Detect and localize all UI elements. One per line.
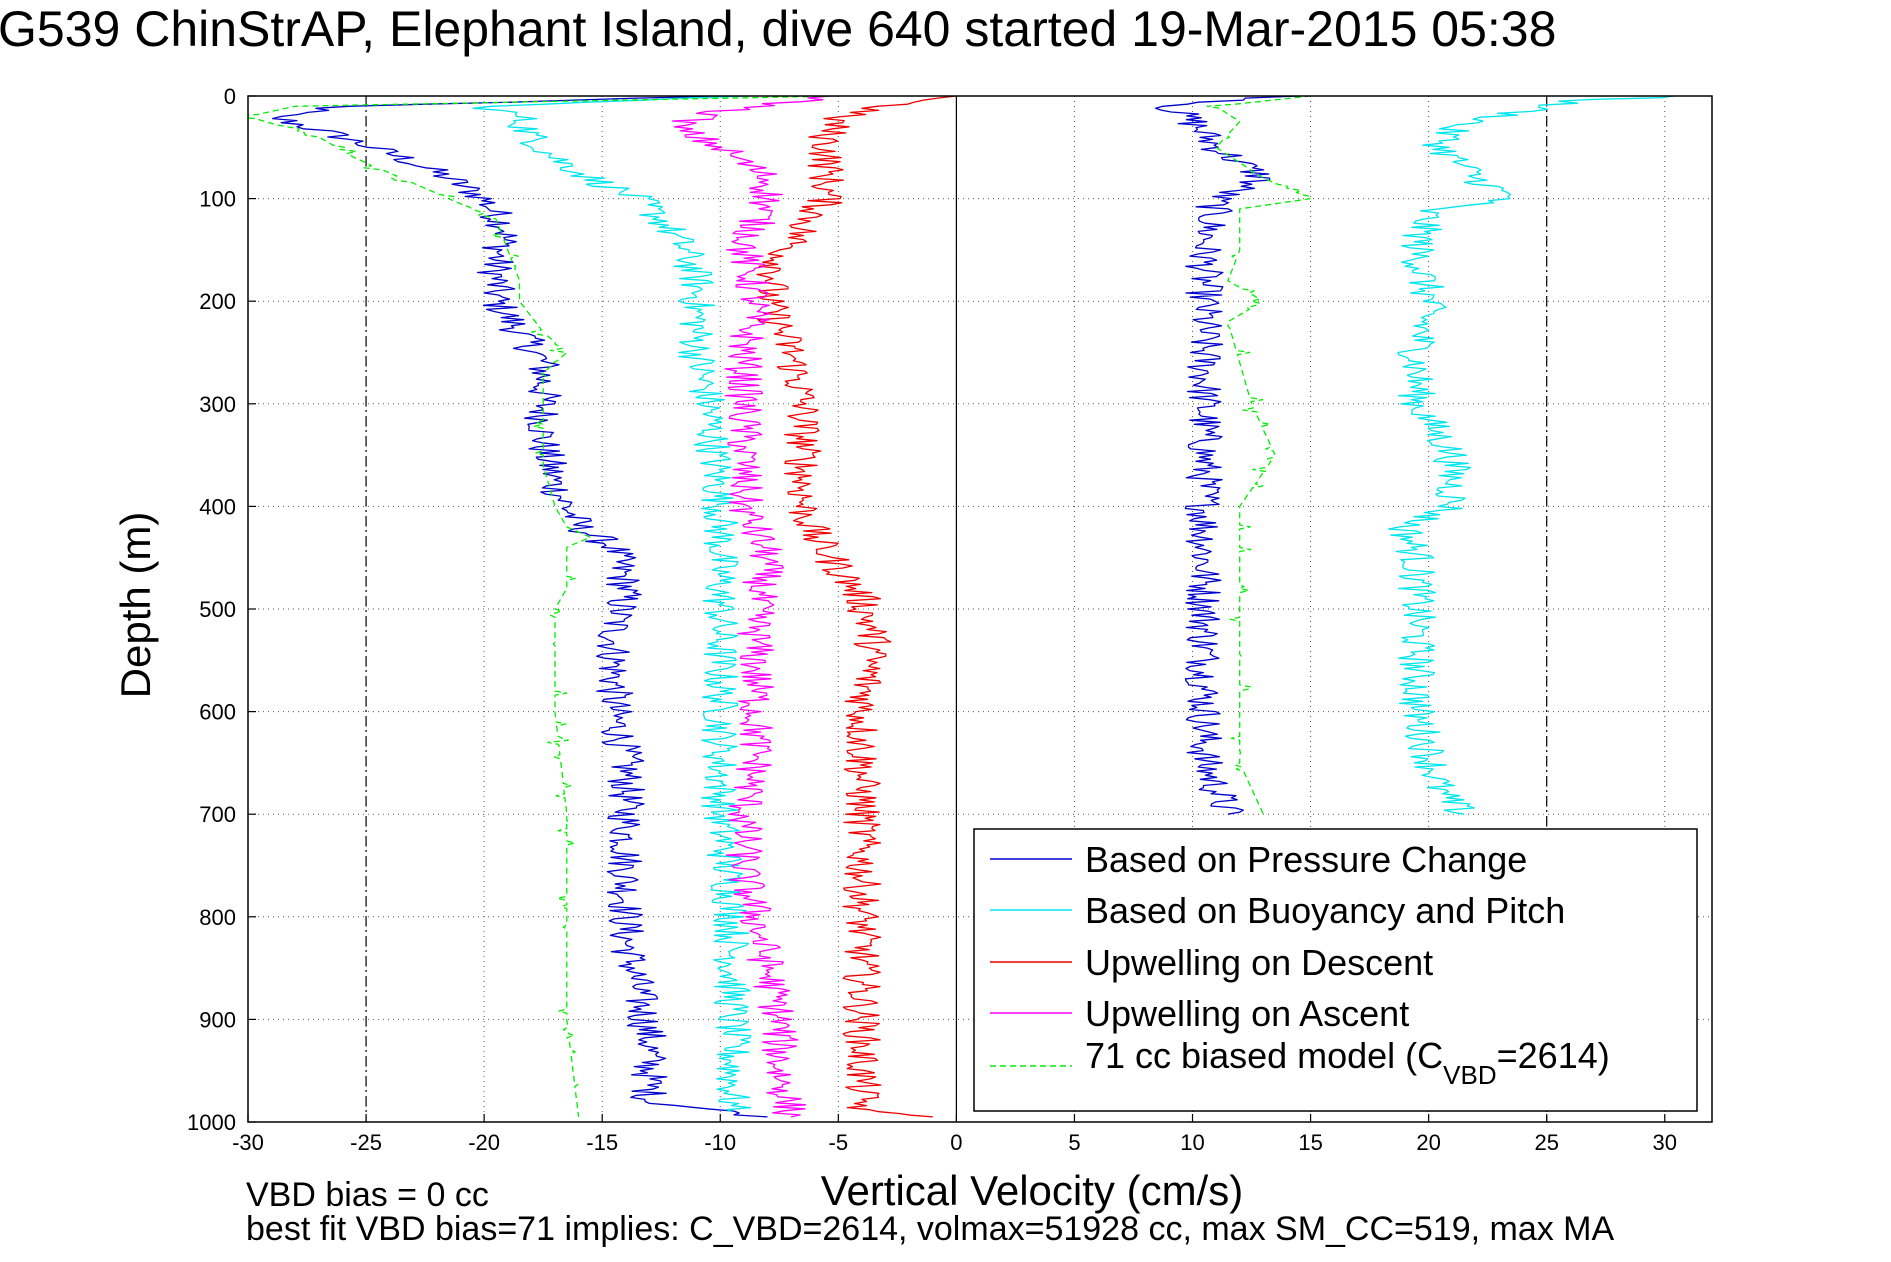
x-tick-label: -20 bbox=[468, 1130, 500, 1155]
x-axis-label: Vertical Velocity (cm/s) bbox=[821, 1167, 1243, 1214]
y-tick-label: 900 bbox=[199, 1007, 236, 1032]
y-axis-ticks: 0 100 200 300 400 500 600 700 800 900 1000 bbox=[187, 84, 256, 1135]
x-tick-label: -15 bbox=[586, 1130, 618, 1155]
series-line-buoyancy_ascent bbox=[1387, 96, 1675, 815]
series-line-upwelling_descent bbox=[756, 96, 957, 1118]
x-tick-label: -30 bbox=[232, 1130, 264, 1155]
x-tick-label: -25 bbox=[350, 1130, 382, 1155]
legend-label-ascent: Upwelling on Ascent bbox=[1085, 993, 1409, 1034]
x-tick-label: 5 bbox=[1068, 1130, 1080, 1155]
x-tick-label: -10 bbox=[704, 1130, 736, 1155]
legend-box bbox=[973, 828, 1698, 1112]
y-tick-label: 0 bbox=[224, 84, 236, 109]
legend-label-descent: Upwelling on Descent bbox=[1085, 942, 1433, 983]
footer-vbd-bias: VBD bias = 0 cc bbox=[246, 1176, 489, 1214]
legend-label-model: 71 cc biased model (CVBD=2614) bbox=[1085, 1035, 1610, 1090]
legend-model-tail: =2614) bbox=[1497, 1035, 1610, 1076]
y-tick-label: 1000 bbox=[187, 1110, 236, 1135]
y-axis-label: Depth (m) bbox=[112, 512, 159, 699]
x-tick-label: -5 bbox=[829, 1130, 849, 1155]
y-tick-label: 400 bbox=[199, 494, 236, 519]
legend-label-pressure: Based on Pressure Change bbox=[1085, 839, 1527, 880]
series-line-upwelling_ascent bbox=[671, 96, 832, 1118]
x-tick-label: 10 bbox=[1180, 1130, 1204, 1155]
legend-model-main: 71 cc biased model (C bbox=[1085, 1035, 1443, 1076]
y-tick-label: 500 bbox=[199, 597, 236, 622]
y-tick-label: 300 bbox=[199, 392, 236, 417]
x-tick-label: 25 bbox=[1534, 1130, 1558, 1155]
series-layer bbox=[248, 96, 1675, 1118]
legend: Based on Pressure Change Based on Buoyan… bbox=[973, 828, 1698, 1112]
chart-title: G539 ChinStrAP, Elephant Island, dive 64… bbox=[0, 1, 1556, 57]
series-line-model_descent bbox=[248, 96, 839, 1117]
y-tick-label: 800 bbox=[199, 905, 236, 930]
x-tick-label: 30 bbox=[1653, 1130, 1677, 1155]
legend-model-sub: VBD bbox=[1443, 1060, 1496, 1090]
y-tick-label: 200 bbox=[199, 289, 236, 314]
x-tick-label: 20 bbox=[1416, 1130, 1440, 1155]
series-line-buoyancy_descent bbox=[472, 96, 752, 1113]
x-tick-label: 15 bbox=[1298, 1130, 1322, 1155]
x-axis-ticks: -30 -25 -20 -15 -10 -5 0 5 10 15 20 25 30 bbox=[232, 1114, 1677, 1155]
footer-best-fit: best fit VBD bias=71 implies: C_VBD=2614… bbox=[246, 1210, 1615, 1248]
series-line-model_ascent bbox=[1206, 96, 1312, 815]
series-line-pressure_descent bbox=[271, 96, 768, 1118]
y-tick-label: 600 bbox=[199, 700, 236, 725]
y-tick-label: 700 bbox=[199, 802, 236, 827]
x-tick-label: 0 bbox=[950, 1130, 962, 1155]
y-tick-label: 100 bbox=[199, 187, 236, 212]
series-line-pressure_ascent bbox=[1154, 96, 1300, 815]
legend-label-buoyancy: Based on Buoyancy and Pitch bbox=[1085, 890, 1565, 931]
